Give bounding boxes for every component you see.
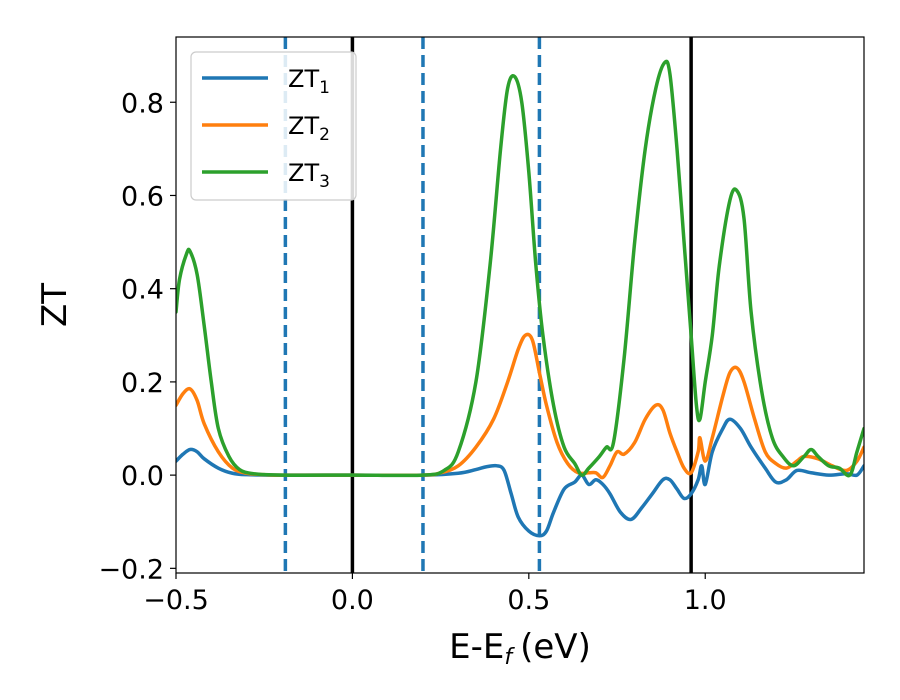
series-line-zt2: [176, 332, 864, 480]
y-ticks: −0.2 0.0 0.2 0.4 0.6 0.8: [98, 88, 176, 585]
y-tick-label: 0.6: [121, 181, 164, 212]
legend-label-zt1: ZT1: [288, 65, 330, 98]
x-tick-label: 0.0: [331, 585, 374, 616]
series-lines: [176, 59, 864, 538]
x-axis-label-subscript: f: [504, 645, 515, 670]
x-axis-label: E-Ef (eV): [449, 627, 591, 670]
plot-frame: [175, 36, 865, 574]
y-tick-label: 0.4: [121, 275, 164, 306]
series-line-zt3: [176, 59, 864, 478]
legend-label-subscript: 1: [319, 78, 330, 98]
legend-label-main: ZT: [288, 159, 319, 187]
x-axis-label-main: E-E: [449, 627, 504, 667]
y-tick-label: 0.2: [121, 368, 164, 399]
legend-label-main: ZT: [288, 65, 319, 93]
y-axis-label: ZT: [35, 283, 75, 327]
y-tick-label: −0.2: [98, 554, 164, 585]
legend-box: [190, 51, 357, 201]
legend-label-main: ZT: [288, 112, 319, 140]
legend-label-subscript: 2: [319, 125, 330, 145]
legend-label-subscript: 3: [319, 172, 330, 192]
x-ticks: −0.5 0.0 0.5 1.0: [143, 573, 727, 616]
y-tick-label: 0.0: [121, 461, 164, 492]
y-tick-label: 0.8: [121, 88, 164, 119]
x-tick-label: 1.0: [684, 585, 727, 616]
x-axis-label-unit: (eV): [520, 627, 591, 667]
legend-label-zt3: ZT3: [288, 159, 330, 192]
x-tick-label: 0.5: [507, 585, 550, 616]
x-tick-label: −0.5: [143, 585, 209, 616]
legend-label-zt2: ZT2: [288, 112, 330, 145]
